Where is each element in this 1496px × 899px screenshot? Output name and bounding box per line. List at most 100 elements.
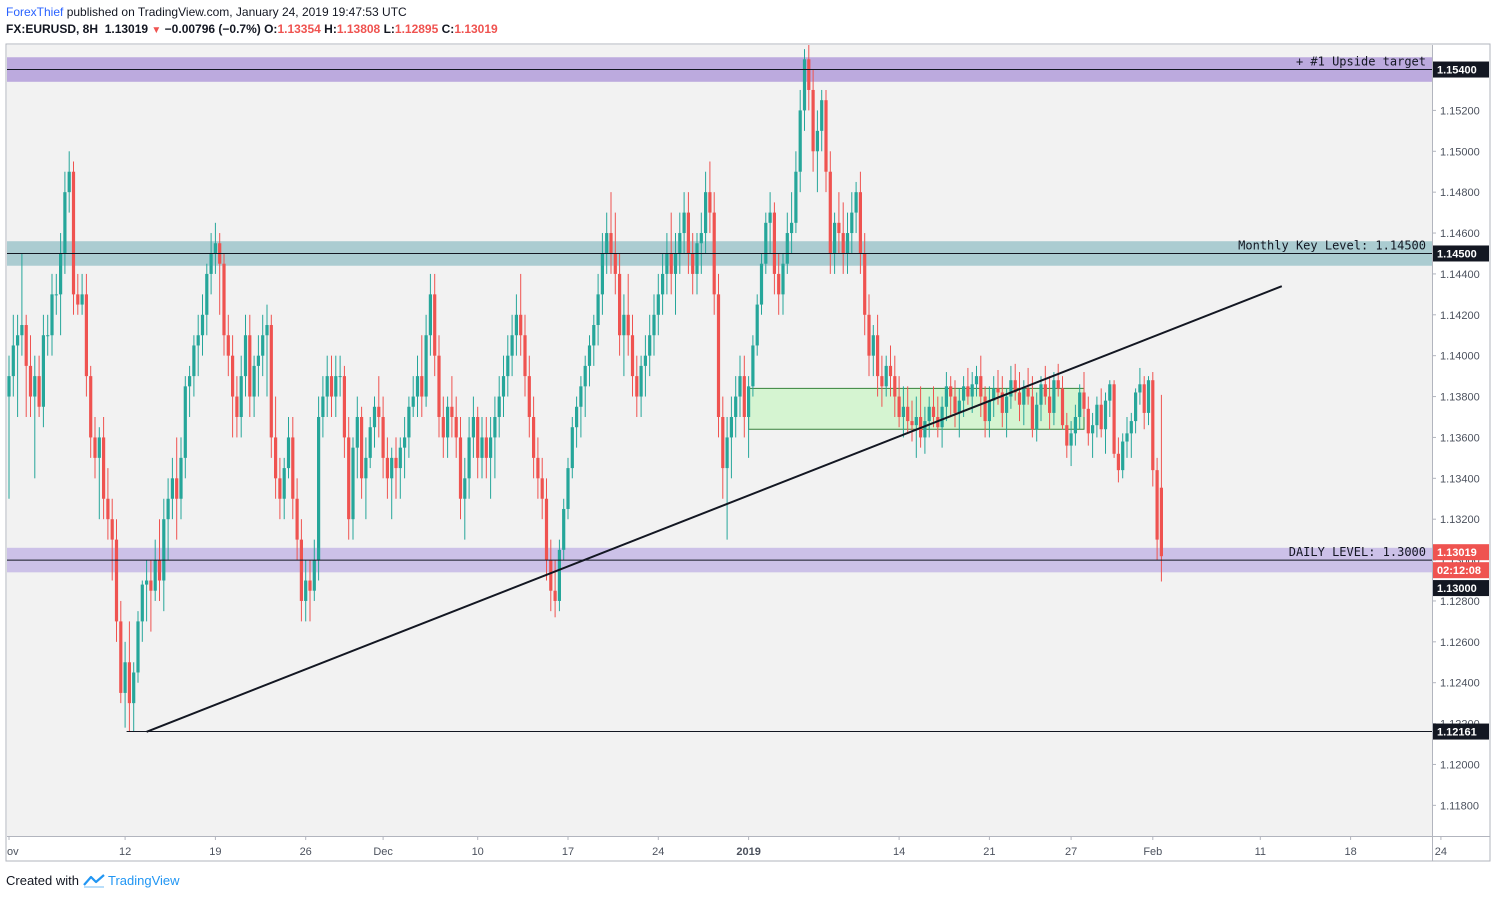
- candle-body: [1043, 384, 1047, 397]
- candle-body: [824, 100, 828, 172]
- candle-body: [67, 171, 71, 193]
- author-link[interactable]: ForexThief: [6, 5, 64, 19]
- candle-body: [506, 355, 510, 377]
- candle-body: [114, 539, 119, 622]
- candle-body: [979, 376, 983, 397]
- x-tick-label: 10: [472, 846, 484, 858]
- candle-body: [476, 416, 480, 458]
- candle-body: [643, 355, 647, 366]
- candle-body: [673, 253, 678, 274]
- candle-body: [540, 478, 544, 499]
- candle-body: [385, 457, 389, 479]
- candle-body: [983, 396, 987, 422]
- candle-body: [295, 498, 299, 540]
- candle-body: [768, 212, 772, 223]
- x-tick-label: 27: [1065, 846, 1077, 858]
- candle-body: [949, 386, 953, 397]
- symbol-ohlc-bar: FX:EURUSD, 8H 1.13019 ▼ −0.00796 (−0.7%)…: [6, 21, 498, 39]
- footer-credit: Created with TradingView: [6, 872, 180, 890]
- candle-body: [231, 355, 235, 397]
- candle-body: [411, 396, 415, 407]
- candle-body: [420, 376, 424, 397]
- candle-body: [347, 437, 351, 520]
- high-label: H:: [324, 22, 337, 36]
- candle-body: [704, 192, 708, 234]
- candle-body: [205, 273, 209, 315]
- ascending-trendline[interactable]: [146, 285, 1283, 733]
- candle-body: [46, 335, 50, 337]
- y-tick-label: 1.15200: [1440, 105, 1480, 117]
- candle-body: [93, 437, 97, 458]
- candle-body: [1039, 384, 1043, 405]
- candle-body: [471, 416, 475, 438]
- x-tick-label: 26: [300, 846, 312, 858]
- candle-body: [372, 406, 377, 428]
- plot-area[interactable]: [7, 45, 1432, 836]
- candle-body: [962, 386, 966, 401]
- candle-body: [1065, 425, 1069, 446]
- candle-body: [876, 335, 880, 377]
- candle-body: [351, 447, 355, 520]
- candle-body: [243, 335, 248, 377]
- candle-body: [132, 672, 136, 704]
- candle-body: [944, 386, 948, 407]
- candle-body: [592, 325, 596, 346]
- candle-body: [403, 437, 407, 448]
- candle-body: [239, 376, 243, 417]
- candle-body: [480, 437, 484, 458]
- candle-body: [157, 560, 162, 581]
- candle-body: [1129, 421, 1133, 434]
- candle-body: [127, 662, 131, 704]
- candle-body: [123, 662, 127, 693]
- candle-body: [192, 345, 196, 377]
- candle-body: [747, 386, 751, 417]
- candle-body: [587, 345, 592, 366]
- y-tick-label: 1.13400: [1440, 473, 1480, 485]
- y-tick-label: 1.13600: [1440, 432, 1480, 444]
- candle-body: [1138, 384, 1142, 393]
- candle-body: [467, 437, 471, 479]
- candle-body: [196, 335, 200, 346]
- candle-body: [261, 335, 265, 356]
- y-tick-label: 1.14000: [1440, 351, 1480, 363]
- candle-body: [833, 222, 837, 254]
- candle-body: [721, 416, 725, 469]
- candle-body: [140, 584, 144, 622]
- publish-text: published on TradingView.com, January 24…: [63, 5, 407, 19]
- x-tick-label: Dec: [373, 846, 393, 858]
- x-tick-label: 18: [1344, 846, 1356, 858]
- candle-body: [970, 384, 974, 397]
- candle-body: [97, 437, 101, 458]
- close-value: 1.13019: [454, 22, 498, 36]
- candle-body: [901, 406, 905, 417]
- candle-body: [235, 396, 239, 417]
- tradingview-brand-link[interactable]: TradingView: [79, 872, 180, 890]
- candle-body: [149, 580, 153, 591]
- candle-body: [334, 376, 338, 397]
- candle-body: [884, 365, 888, 387]
- candle-body: [863, 253, 867, 315]
- x-tick-label: 14: [893, 846, 905, 858]
- candle-body: [1056, 380, 1060, 389]
- candle-body: [312, 560, 316, 591]
- candle-body: [213, 243, 217, 254]
- candle-body: [1017, 392, 1022, 405]
- candle-body: [708, 192, 712, 213]
- candle-body: [304, 580, 308, 601]
- candle-body: [1155, 470, 1159, 540]
- candle-body: [764, 222, 768, 264]
- x-tick-label: 17: [562, 846, 574, 858]
- candle-body: [1091, 425, 1095, 434]
- candle-body: [153, 560, 157, 591]
- candle-body: [888, 365, 893, 377]
- candle-body: [661, 273, 665, 295]
- candle-body: [338, 376, 342, 378]
- candle-body: [102, 437, 106, 499]
- candle-body: [858, 192, 862, 254]
- candle-body: [532, 416, 536, 458]
- candle-body: [605, 233, 609, 254]
- candle-body: [957, 400, 961, 413]
- candle-body: [575, 406, 579, 428]
- candle-body: [463, 478, 467, 499]
